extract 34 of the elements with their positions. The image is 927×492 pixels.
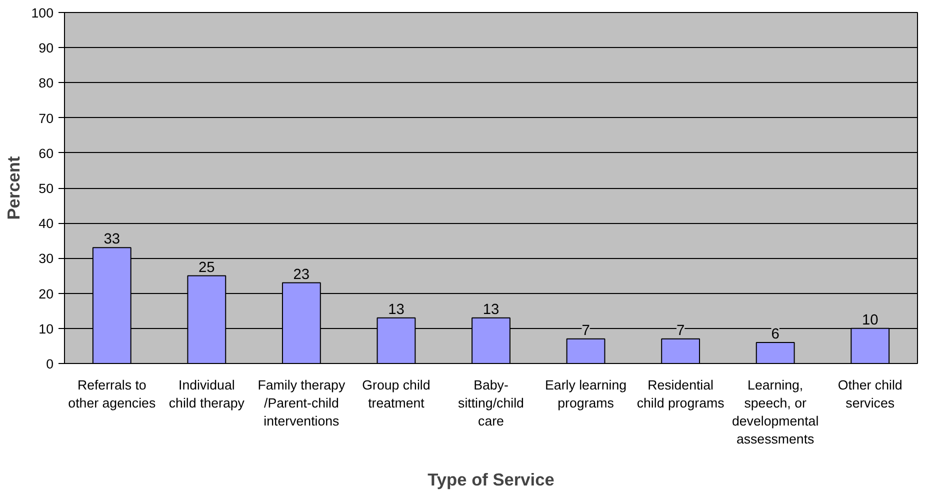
- x-tick-label: Other child services: [838, 378, 902, 410]
- data-label: 33: [104, 232, 120, 248]
- x-tick-label: Baby-sitting/child care: [458, 378, 524, 428]
- y-axis-title: Percent: [3, 156, 24, 220]
- bar: [756, 342, 795, 364]
- y-tick-label: 80: [38, 76, 54, 91]
- data-label: 25: [198, 260, 215, 276]
- x-tick-label: Family therapy /Parent-child interventions: [258, 378, 346, 428]
- y-tick-label: 10: [38, 321, 54, 336]
- data-label: 6: [771, 326, 780, 342]
- data-label: 23: [293, 266, 310, 283]
- data-label: 7: [582, 322, 590, 339]
- y-tick-label: 40: [38, 216, 54, 232]
- x-tick-label: Early learning programs: [545, 378, 627, 410]
- y-tick-label: 50: [38, 181, 54, 196]
- x-axis-title: Type of Service: [428, 470, 555, 490]
- y-tick-label: 0: [46, 356, 54, 372]
- data-label: 13: [482, 302, 500, 318]
- x-tick-label: Group child treatment: [362, 378, 430, 410]
- x-tick-label: Residential child programs: [636, 378, 725, 410]
- y-tick-label: 60: [38, 146, 54, 161]
- x-tick-label: Learning, speech, or developmental assessments: [732, 378, 819, 446]
- y-tick-label: 20: [38, 286, 54, 302]
- bar: [661, 338, 700, 364]
- data-label: 7: [676, 322, 685, 339]
- y-tick-label: 70: [38, 110, 54, 126]
- data-label: 10: [862, 312, 878, 328]
- y-tick-label: 100: [31, 6, 54, 20]
- y-tick-label: 90: [38, 40, 54, 56]
- x-tick-label: Individual child therapy: [168, 378, 245, 410]
- x-tick-label: Referrals to other agencies: [68, 378, 156, 410]
- y-tick-label: 30: [38, 251, 54, 266]
- data-label: 13: [388, 302, 404, 318]
- bar: [566, 338, 606, 364]
